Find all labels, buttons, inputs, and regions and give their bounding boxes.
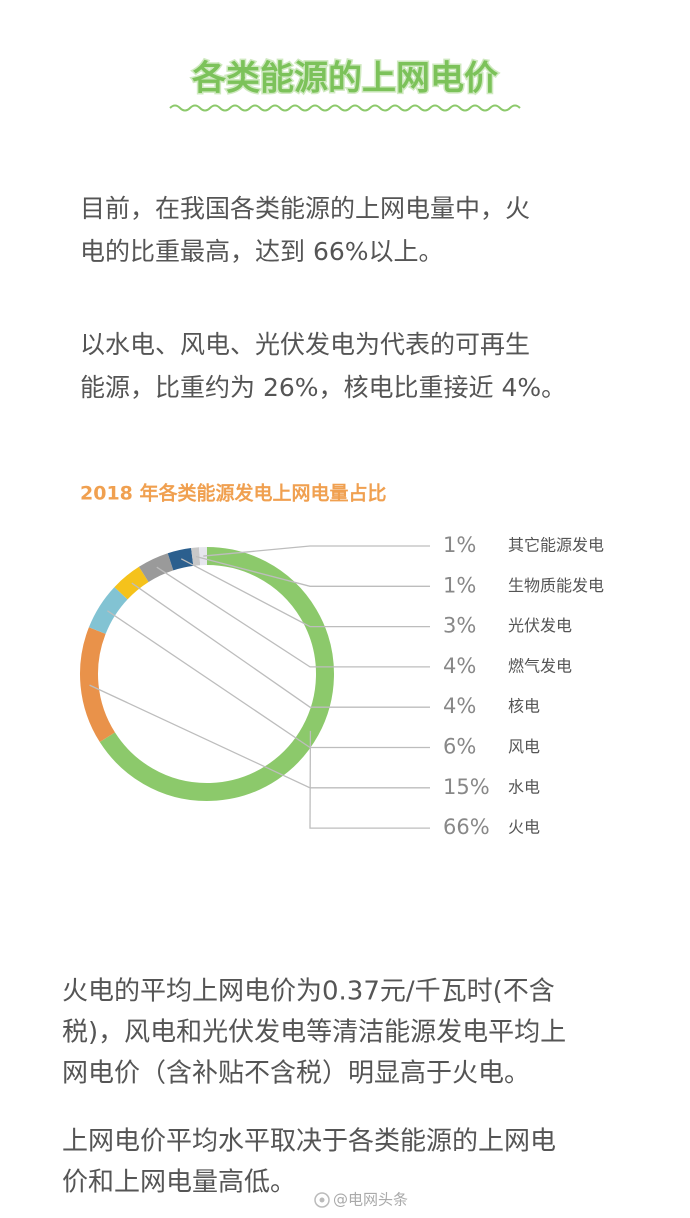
donut-segment [114,566,149,600]
leader-line [131,582,430,708]
donut-segment [80,627,116,743]
paragraph-line: 上网电价平均水平取决于各类能源的上网电 [62,1127,556,1157]
value-label: 66% [443,815,490,839]
value-label: 15% [443,775,490,799]
watermark-icon [314,1192,330,1208]
value-label: 1% [443,573,476,597]
value-label: 4% [443,694,476,718]
value-label: 1% [443,533,476,557]
legend-label: 核电 [508,697,540,716]
leader-line [195,555,430,587]
value-label: 4% [443,654,476,678]
legend-label: 水电 [508,777,540,796]
paragraph-line: 能源，比重约为 26%，核电比重接近 4%。 [80,373,566,402]
leader-line [203,545,430,557]
legend-label: 风电 [508,737,540,756]
page-title: 各类能源的上网电价 [192,59,498,99]
paragraph-line: 目前，在我国各类能源的上网电量中，火 [80,194,530,223]
paragraph-line: 税)，风电和光伏发电等清洁能源发电平均上 [62,1018,566,1048]
donut-segment [167,548,194,571]
leader-line [180,558,430,628]
value-label: 3% [443,614,476,638]
legend-label: 光伏发电 [508,616,572,635]
leader-line [156,566,430,668]
paragraph-line: 火电的平均上网电价为0.37元/千瓦时(不含 [62,977,555,1007]
leader-line [309,730,430,829]
paragraph-line: 价和上网电量高低。 [62,1168,296,1198]
legend-label: 生物质能发电 [508,576,604,595]
value-label: 6% [443,735,476,759]
donut-segment [138,553,174,583]
chart-title: 2018 年各类能源发电上网电量占比 [80,482,387,505]
paragraph-line: 以水电、风电、光伏发电为代表的可再生 [80,330,530,359]
paragraph-line: 网电价（含补贴不含税）明显高于火电。 [62,1059,530,1089]
legend-label: 其它能源发电 [508,536,604,555]
paragraph-line: 电的比重最高，达到 66%以上。 [80,237,444,266]
watermark: @电网头条 [333,1191,408,1209]
donut-segment [99,547,334,801]
title-underline [169,104,521,112]
legend-label: 火电 [508,818,540,837]
legend-label: 燃气发电 [508,656,572,675]
